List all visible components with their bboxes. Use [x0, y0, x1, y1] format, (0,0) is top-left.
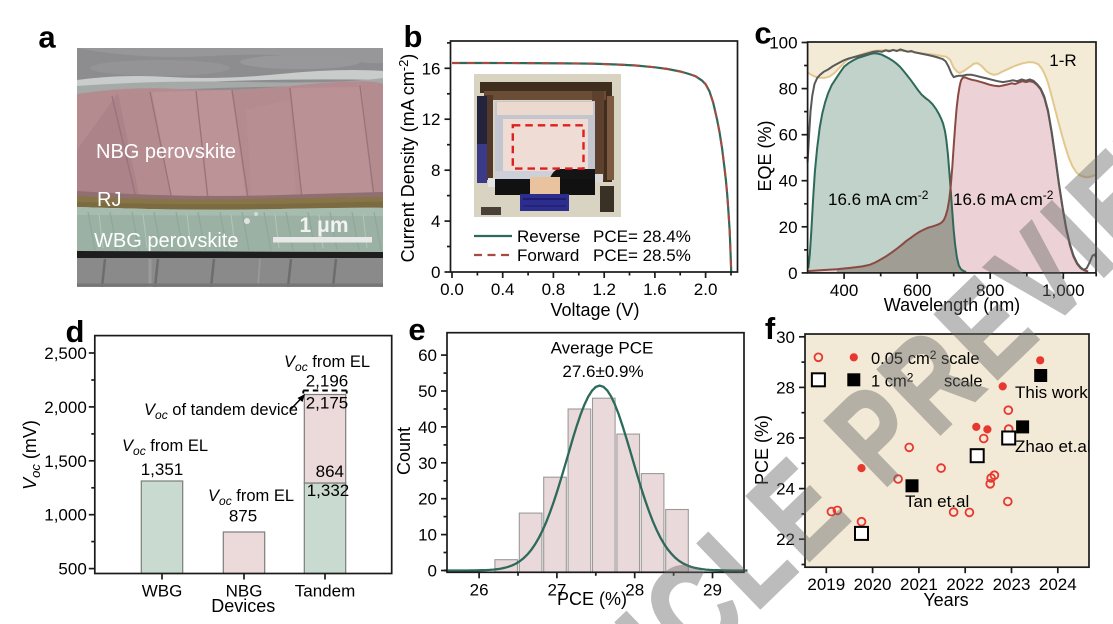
svg-text:NBG: NBG: [226, 582, 263, 601]
svg-text:Years: Years: [923, 590, 968, 610]
svg-text:b: b: [404, 19, 423, 54]
svg-text:2023: 2023: [993, 575, 1031, 594]
svg-text:27: 27: [547, 580, 566, 599]
svg-text:0.05 cm2 scale: 0.05 cm2 scale: [871, 348, 980, 368]
svg-text:16.6 mA cm-2: 16.6 mA cm-2: [953, 188, 1054, 209]
svg-text:0: 0: [431, 263, 440, 282]
svg-text:8: 8: [431, 161, 440, 180]
svg-text:600: 600: [903, 281, 931, 300]
svg-text:EQE (%): EQE (%): [755, 120, 775, 191]
svg-text:2024: 2024: [1039, 575, 1077, 594]
svg-text:1,500: 1,500: [44, 452, 87, 471]
svg-text:d: d: [66, 314, 85, 349]
svg-text:Voc from EL: Voc from EL: [284, 353, 370, 374]
svg-text:Voltage (V): Voltage (V): [550, 300, 639, 320]
svg-text:a: a: [38, 20, 56, 55]
svg-text:1.6: 1.6: [643, 280, 667, 299]
svg-text:1-R: 1-R: [1049, 51, 1076, 70]
svg-text:1,000: 1,000: [44, 506, 87, 525]
svg-text:Current Density (mA cm-2): Current Density (mA cm-2): [396, 54, 418, 263]
svg-text:2021: 2021: [900, 575, 938, 594]
svg-text:50: 50: [418, 382, 437, 401]
svg-text:1,332: 1,332: [307, 481, 350, 500]
svg-text:f: f: [765, 311, 776, 346]
svg-text:29: 29: [703, 580, 722, 599]
svg-text:NBG perovskite: NBG perovskite: [96, 141, 236, 163]
svg-text:Tan et.al: Tan et.al: [905, 492, 969, 511]
svg-text:27.6±0.9%: 27.6±0.9%: [562, 362, 643, 381]
svg-text:e: e: [408, 312, 425, 347]
svg-text:Average PCE: Average PCE: [551, 339, 654, 358]
svg-text:0: 0: [788, 264, 797, 283]
svg-text:Voc of tandem device: Voc of tandem device: [144, 401, 298, 422]
svg-text:0: 0: [428, 562, 437, 581]
svg-text:875: 875: [229, 507, 257, 526]
svg-text:Voc from EL: Voc from EL: [122, 437, 208, 458]
svg-text:1.2: 1.2: [592, 280, 616, 299]
svg-text:0.8: 0.8: [542, 280, 566, 299]
svg-text:80: 80: [779, 80, 798, 99]
svg-text:40: 40: [779, 172, 798, 191]
svg-text:100: 100: [769, 34, 797, 53]
svg-text:2,175: 2,175: [306, 394, 349, 413]
svg-text:PCE= 28.4%: PCE= 28.4%: [593, 227, 691, 246]
svg-text:28: 28: [776, 378, 795, 397]
svg-text:16: 16: [422, 59, 441, 78]
svg-text:Wavelength (nm): Wavelength (nm): [884, 295, 1020, 315]
svg-text:1,000: 1,000: [1042, 281, 1085, 300]
svg-text:1 μm: 1 μm: [299, 214, 348, 237]
svg-text:2,000: 2,000: [44, 398, 87, 417]
svg-text:1,351: 1,351: [141, 460, 184, 479]
svg-text:This work: This work: [1015, 383, 1088, 402]
svg-text:30: 30: [776, 328, 795, 347]
svg-text:40: 40: [418, 418, 437, 437]
svg-text:2019: 2019: [807, 575, 845, 594]
svg-text:26: 26: [776, 429, 795, 448]
svg-text:800: 800: [976, 281, 1004, 300]
svg-text:2,500: 2,500: [44, 344, 87, 363]
svg-text:Reverse: Reverse: [517, 227, 580, 246]
svg-text:Voc (mV): Voc (mV): [20, 420, 43, 490]
svg-text:400: 400: [830, 281, 858, 300]
svg-text:20: 20: [779, 218, 798, 237]
svg-text:RJ: RJ: [97, 189, 121, 211]
svg-text:60: 60: [418, 346, 437, 365]
svg-text:2,196: 2,196: [306, 372, 349, 391]
svg-text:26: 26: [470, 580, 489, 599]
svg-text:Forward: Forward: [517, 246, 579, 265]
svg-text:0.0: 0.0: [440, 280, 464, 299]
svg-text:c: c: [754, 16, 771, 51]
svg-text:24: 24: [776, 480, 795, 499]
svg-text:Voc from EL: Voc from EL: [208, 487, 294, 508]
svg-text:2022: 2022: [946, 575, 984, 594]
svg-text:60: 60: [779, 126, 798, 145]
svg-text:0.4: 0.4: [491, 280, 515, 299]
svg-text:Count: Count: [394, 427, 414, 475]
svg-text:4: 4: [431, 212, 440, 231]
svg-text:Zhao et.al: Zhao et.al: [1015, 437, 1091, 456]
svg-text:2020: 2020: [854, 575, 892, 594]
svg-text:2.0: 2.0: [694, 280, 718, 299]
svg-text:PCE= 28.5%: PCE= 28.5%: [593, 246, 691, 265]
svg-text:WBG perovskite: WBG perovskite: [94, 230, 238, 252]
svg-text:WBG: WBG: [142, 582, 183, 601]
svg-text:Tandem: Tandem: [295, 582, 355, 601]
svg-text:PCE (%): PCE (%): [557, 589, 627, 609]
svg-text:864: 864: [316, 462, 344, 481]
svg-text:30: 30: [418, 454, 437, 473]
svg-text:16.6 mA cm-2: 16.6 mA cm-2: [828, 188, 929, 209]
svg-text:Devices: Devices: [211, 596, 275, 616]
svg-text:20: 20: [418, 490, 437, 509]
svg-text:22: 22: [776, 530, 795, 549]
svg-text:PCE (%): PCE (%): [752, 415, 772, 485]
svg-text:28: 28: [625, 580, 644, 599]
svg-text:500: 500: [58, 560, 86, 579]
svg-text:12: 12: [422, 110, 441, 129]
svg-text:10: 10: [418, 526, 437, 545]
